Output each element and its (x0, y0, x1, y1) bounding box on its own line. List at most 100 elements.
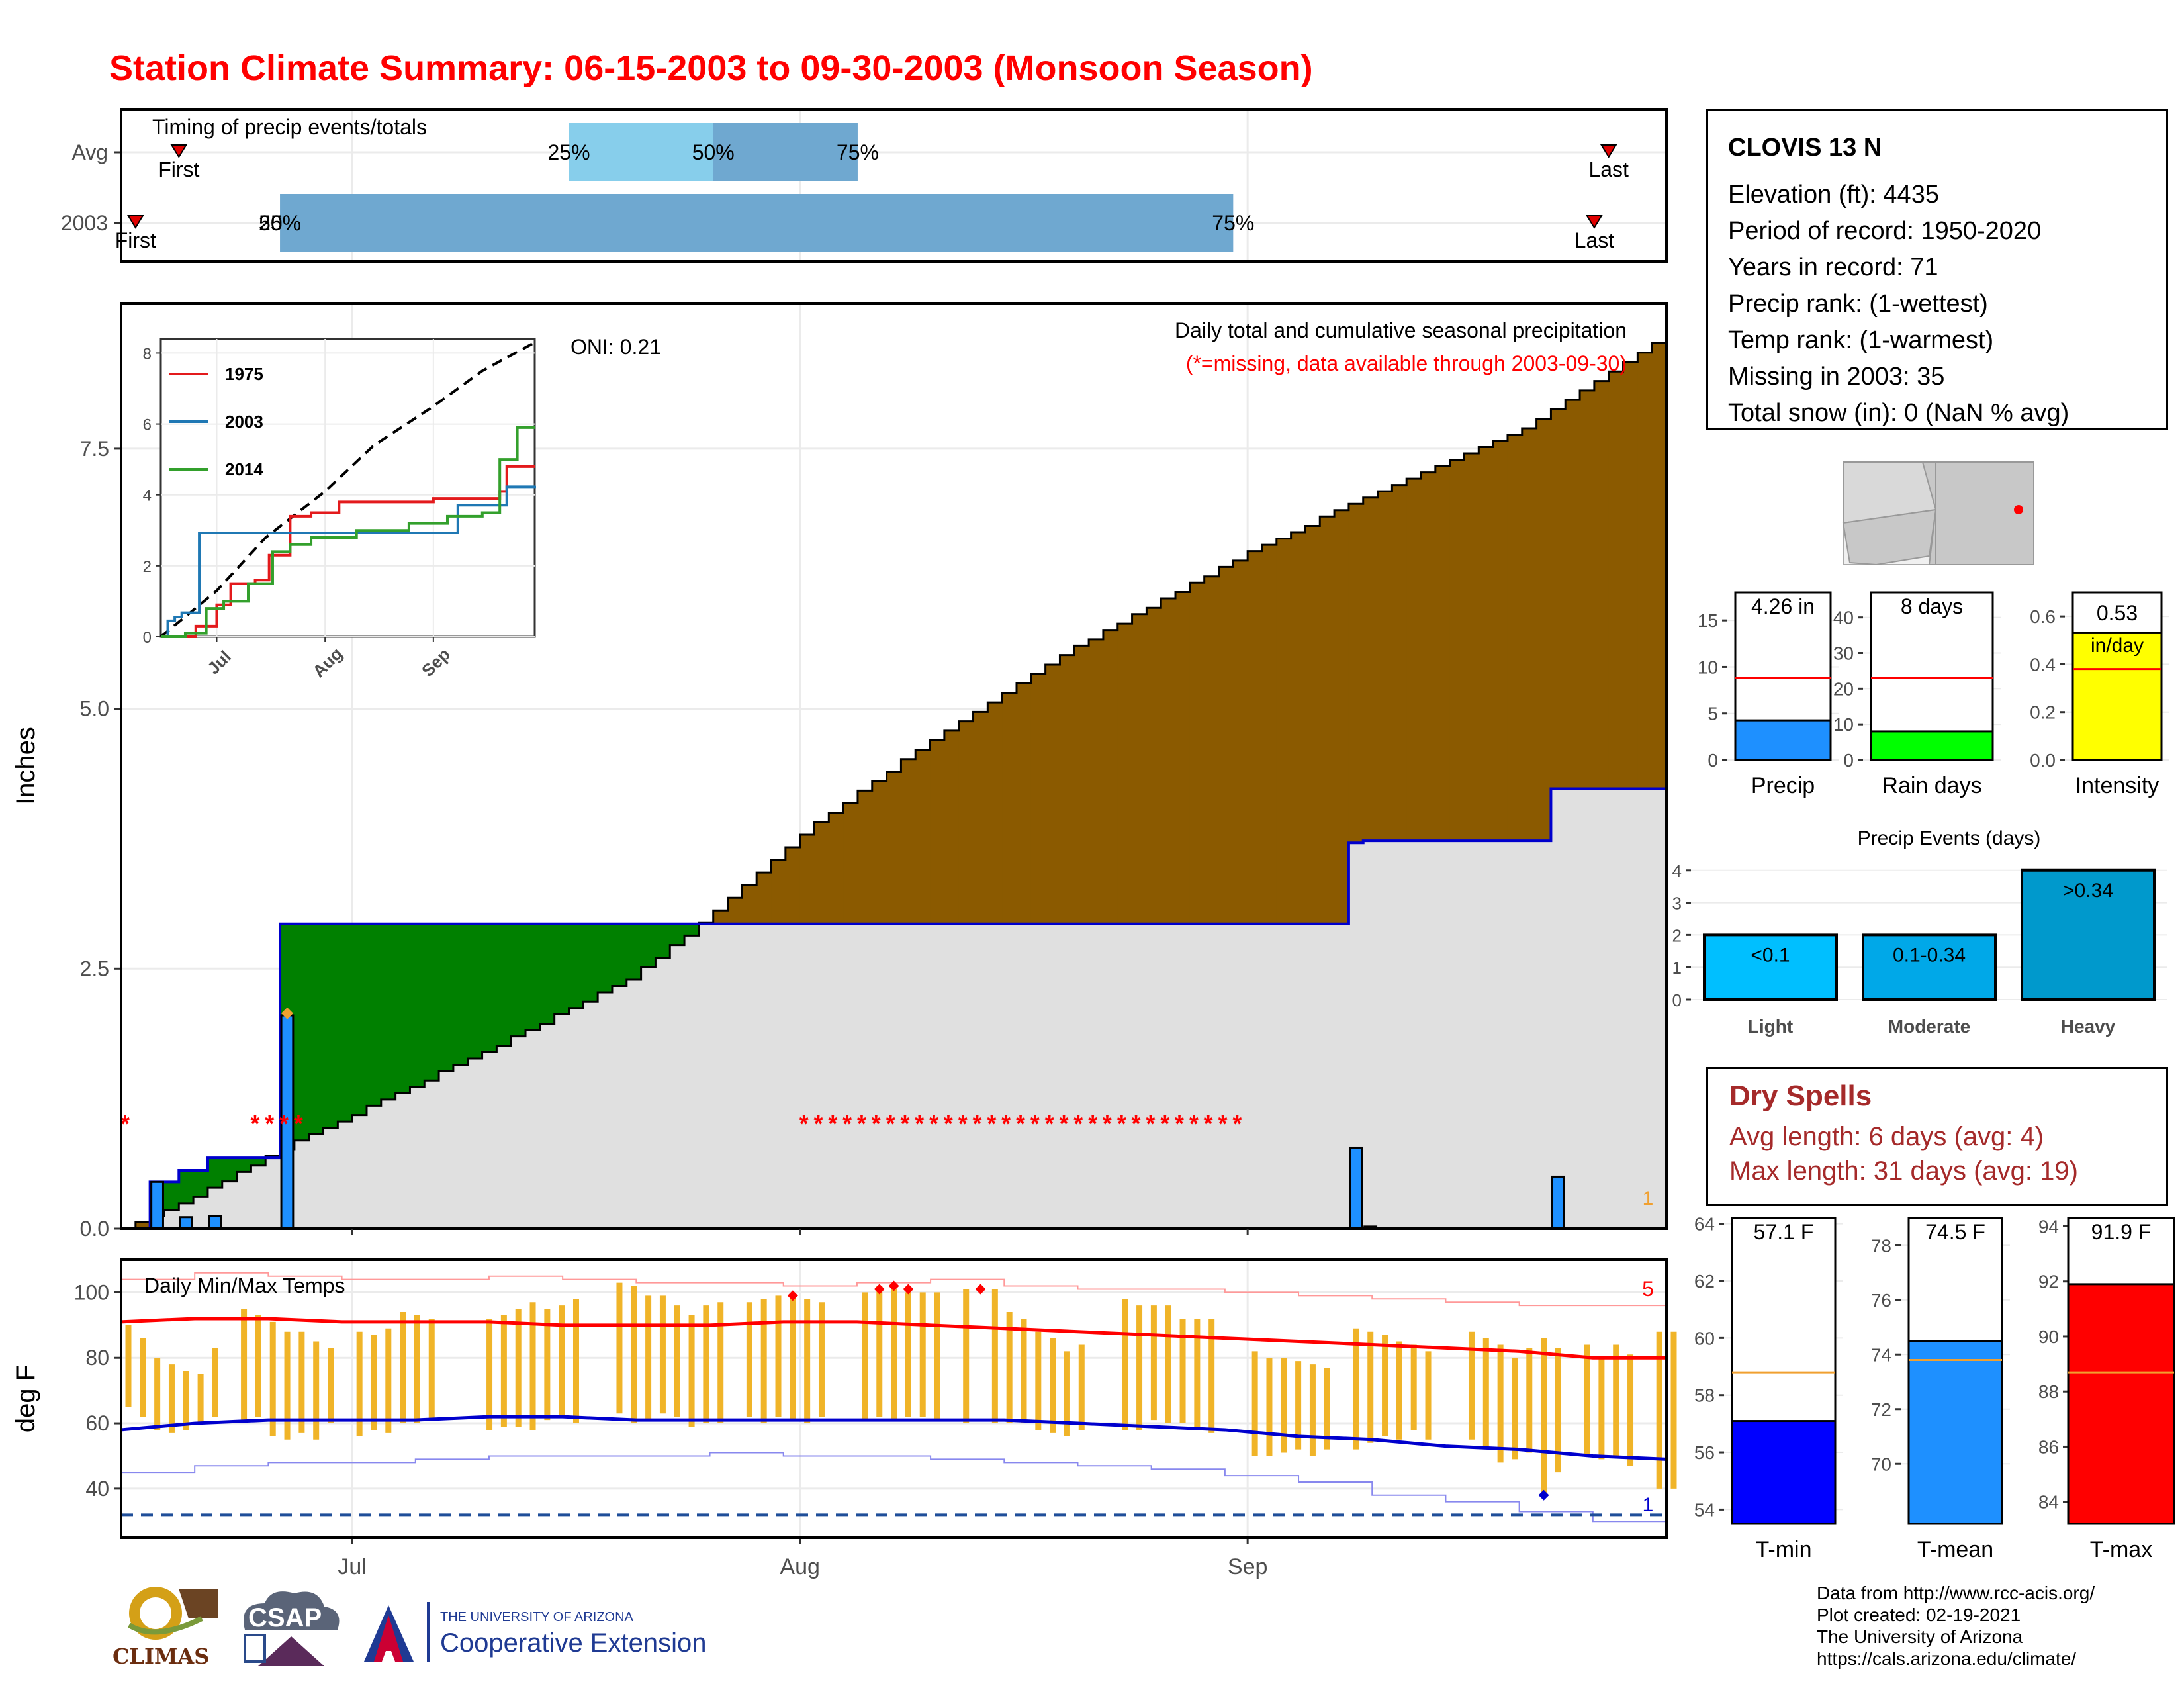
precip-deficit (1103, 630, 1118, 924)
tmax-bar (2067, 1283, 2175, 1525)
precip-deficit (1551, 409, 1566, 789)
precip-missing-marker: * (250, 1110, 259, 1137)
temp-ytick-label: 100 (74, 1280, 109, 1304)
temp-series-line (120, 1415, 1667, 1461)
events-ytick-label: 3 (1672, 894, 1682, 914)
precip-surplus (598, 923, 613, 993)
precip-surplus (164, 1182, 179, 1210)
station-line: Elevation (ft): 4435 (1728, 181, 1939, 209)
precip-surplus (554, 923, 569, 1015)
station-line: Precip rank: (1-wettest) (1728, 290, 1988, 318)
temp-panel-border (120, 1258, 1668, 1539)
timing-label-25: 25% (259, 211, 301, 235)
precip-ytick-label: 0.0 (80, 1217, 109, 1241)
events-ytick-label: 4 (1672, 861, 1682, 881)
precip-deficit (1608, 371, 1624, 789)
precip-corner-label: 1 (1643, 1188, 1654, 1209)
precip-deficit (1248, 551, 1263, 924)
precip-deficit (1623, 362, 1638, 789)
precip-surplus (381, 923, 396, 1100)
tmean-ytick-label: 78 (1871, 1235, 1891, 1256)
locator-map-station (2014, 505, 2023, 514)
events-ytick-label: 2 (1672, 925, 1682, 945)
precip-surplus (496, 923, 512, 1046)
credits: Data from http://www.rcc-acis.org/ Plot … (1817, 1582, 2095, 1669)
precip-surplus (222, 1158, 238, 1182)
precip-missing-marker: * (1175, 1110, 1184, 1137)
university-name: THE UNIVERSITY OF ARIZONA (440, 1610, 633, 1624)
tmax-ytick-label: 90 (2038, 1327, 2059, 1347)
precip-surplus (583, 923, 598, 1002)
precip-subtitle: (*=missing, data available through 2003-… (1186, 352, 1627, 375)
credit-line: https://cals.arizona.edu/climate/ (1817, 1648, 2077, 1669)
precip-surplus (439, 923, 454, 1072)
events-category-label: Heavy (2061, 1016, 2116, 1037)
precip-ytick-label: 7.5 (80, 437, 109, 461)
precip-missing-marker: * (1232, 1110, 1242, 1137)
tmin-ytick-label: 58 (1694, 1385, 1715, 1406)
temp-series-line (121, 1272, 1667, 1313)
credit-line: The University of Arizona (1817, 1626, 2023, 1647)
precip-deficit (1637, 352, 1653, 789)
precip-deficit (1305, 526, 1320, 924)
precip-deficit (973, 712, 988, 924)
precip-deficit (1218, 567, 1234, 924)
inset-series-line (161, 426, 535, 638)
dry-spells-avg: Avg length: 6 days (avg: 4) (1729, 1122, 2044, 1151)
precip-daily-bar (150, 1180, 164, 1230)
precip-missing-marker: * (1073, 1110, 1083, 1137)
events-ytick-label: 0 (1672, 990, 1682, 1010)
precip-deficit (756, 872, 772, 924)
tmin-value-label: 57.1 F (1754, 1220, 1814, 1244)
precip-missing-marker: * (958, 1110, 968, 1137)
precip-missing-marker: * (1088, 1110, 1097, 1137)
precip-surplus (308, 923, 324, 1135)
precip-deficit (1392, 485, 1407, 841)
precip-surplus (338, 923, 353, 1122)
precip-missing-marker: * (872, 1110, 881, 1137)
tmax-ytick-label: 94 (2038, 1216, 2059, 1237)
precip-deficit (1233, 560, 1248, 924)
precip-observed-line (121, 785, 1668, 1230)
events-category-label: Light (1748, 1016, 1793, 1037)
dry-spells-title: Dry Spells (1729, 1080, 1872, 1112)
station-line: Period of record: 1950-2020 (1728, 217, 2042, 245)
precip-total-ytick-label: 0 (1707, 750, 1718, 771)
precip-missing-marker: * (1204, 1110, 1213, 1137)
precip-deficit (771, 860, 786, 924)
intensity-value-label: 0.53 (2097, 601, 2138, 625)
precip-deficit (713, 910, 729, 924)
inset-ytick-label: 2 (143, 558, 152, 576)
station-info-box: CLOVIS 13 N Elevation (ft): 4435 Period … (1706, 109, 2168, 430)
precip-deficit (1146, 608, 1161, 924)
tmin-bar (1731, 1420, 1837, 1525)
precip-deficit (1002, 692, 1017, 924)
precip-missing-marker: * (1030, 1110, 1040, 1137)
precip-deficit (1276, 538, 1292, 924)
precip-surplus (655, 923, 670, 958)
precip-deficit (958, 721, 974, 924)
tmin-category-label: T-min (1756, 1537, 1812, 1562)
precip-total-ytick-label: 10 (1698, 657, 1718, 677)
page-title: Station Climate Summary: 06-15-2003 to 0… (109, 48, 1313, 88)
precip-deficit (1060, 655, 1075, 924)
precip-ylabel: Inches (11, 727, 40, 805)
temp-series-line (121, 1452, 1667, 1523)
inset-legend-label: 2014 (225, 459, 263, 479)
precip-deficit (1479, 447, 1494, 841)
precip-missing-marker: * (987, 1110, 996, 1137)
precip-missing-marker: * (294, 1110, 303, 1137)
timing-bar-q1 (569, 123, 713, 181)
temp-xtick-label: Jul (338, 1554, 366, 1579)
credit-line: Plot created: 02-19-2021 (1817, 1605, 2021, 1625)
precip-total-value-label: 4.26 in (1751, 594, 1815, 618)
precip-deficit (1074, 645, 1089, 924)
precip-panel-border (120, 302, 1668, 1230)
dry-spells-box: Dry Spells Avg length: 6 days (avg: 4) M… (1706, 1067, 2168, 1206)
precip-deficit (135, 1222, 151, 1229)
climas-text: CLIMAS (113, 1644, 210, 1669)
precip-deficit (930, 740, 945, 924)
precip-missing-marker: * (279, 1110, 289, 1137)
temp-record-marker (903, 1284, 914, 1295)
